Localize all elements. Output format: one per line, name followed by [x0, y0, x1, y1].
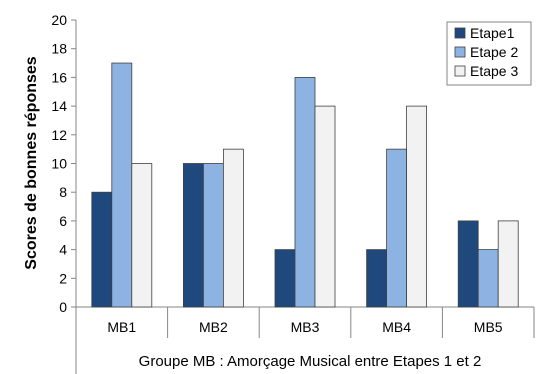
y-tick-label: 4: [59, 242, 67, 258]
bar-etape3-mb2: [222, 148, 244, 308]
y-tick-label: 20: [51, 12, 67, 28]
legend: Etape1 Etape 2 Etape 3: [446, 21, 532, 86]
bar-etape2-mb3: [294, 77, 316, 308]
y-tick-labels: 0 2 4 6 8 10 12 14 16 18 20: [51, 12, 67, 315]
y-tick-label: 10: [51, 156, 67, 172]
legend-swatch: [454, 46, 466, 58]
legend-swatch: [454, 27, 466, 39]
bar-etape1-mb5: [457, 220, 479, 308]
legend-label: Etape1: [470, 25, 515, 41]
legend-label: Etape 2: [470, 44, 518, 60]
y-tick-label: 0: [59, 299, 67, 315]
x-tick-label: MB5: [474, 319, 503, 335]
axes: [71, 19, 535, 374]
bar-etape3-mb1: [131, 163, 153, 308]
bar-etape1-mb4: [366, 249, 388, 308]
bar-etape2-mb1: [111, 62, 133, 308]
bar-etape1-mb3: [274, 249, 296, 308]
legend-swatch: [454, 65, 466, 77]
x-tick-label: MB4: [382, 319, 411, 335]
y-tick-label: 8: [59, 184, 67, 200]
bar-etape2-mb2: [202, 163, 224, 308]
legend-label: Etape 3: [470, 63, 518, 79]
bar-etape1-mb2: [182, 163, 204, 308]
y-tick-label: 2: [59, 270, 67, 286]
bar-etape3-mb5: [497, 220, 519, 308]
bar-etape3-mb3: [314, 105, 336, 308]
x-tick-label: MB3: [291, 319, 320, 335]
bar-etape2-mb5: [477, 249, 499, 308]
y-axis-title: Scores de bonnes réponses: [23, 56, 40, 270]
y-tick-label: 14: [51, 98, 67, 114]
y-tick-label: 18: [51, 41, 67, 57]
x-category-labels: MB1 MB2 MB3 MB4 MB5: [107, 319, 502, 335]
y-tick-label: 16: [51, 69, 67, 85]
y-tick-label: 6: [59, 213, 67, 229]
y-tick-label: 12: [51, 127, 67, 143]
x-tick-label: MB1: [107, 319, 136, 335]
x-axis-title: Groupe MB : Amorçage Musical entre Etape…: [139, 353, 482, 370]
x-tick-label: MB2: [199, 319, 228, 335]
bar-etape1-mb1: [91, 191, 113, 308]
bars: [91, 62, 519, 308]
bar-etape3-mb4: [406, 105, 428, 308]
bar-etape2-mb4: [386, 148, 408, 308]
